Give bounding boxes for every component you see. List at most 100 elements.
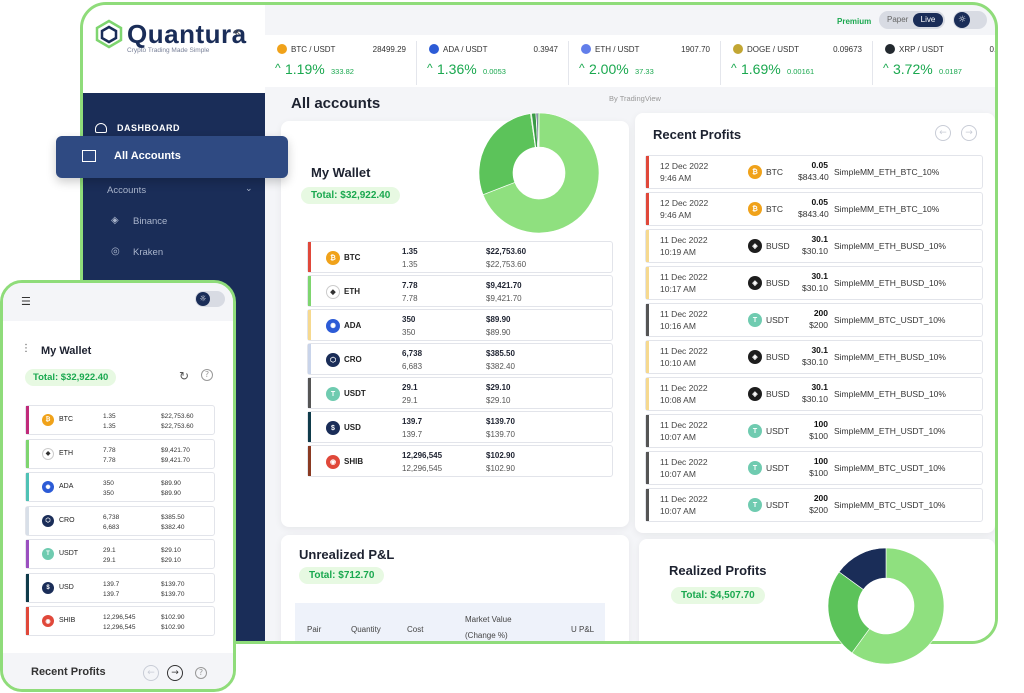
quantity-sub: 350	[402, 328, 416, 337]
unrealized-table-header: Pair Quantity Cost Market Value (Change …	[295, 603, 605, 641]
profit-date: 12 Dec 2022 9:46 AM	[660, 197, 708, 221]
ticker-change-abs: 37.33	[635, 67, 654, 76]
sidebar-item-accounts[interactable]: Accounts	[107, 185, 147, 196]
row-accent	[308, 344, 311, 374]
mobile-wallet-row[interactable]: ₿ BTC 1.35 1.35 $22,753.60 $22,753.60	[25, 405, 215, 435]
quantity: 7.78	[402, 281, 418, 290]
profit-row[interactable]: 11 Dec 2022 10:07 AM T USDT 100 $100 SimpleMM_…	[645, 451, 983, 485]
coin-symbol: BUSD	[766, 278, 790, 288]
profit-row[interactable]: 11 Dec 2022 10:07 AM T USDT 200 $200 SimpleMM_…	[645, 488, 983, 522]
quantity-top: 350	[103, 480, 114, 487]
help-icon[interactable]: ?	[195, 667, 207, 679]
paper-option[interactable]: Paper	[887, 15, 909, 24]
time-text: 9:46 AM	[660, 173, 692, 183]
value-sub: $29.10	[161, 557, 181, 564]
donut-slice	[478, 113, 536, 196]
value: $385.50	[486, 349, 515, 358]
coin-symbol: BUSD	[766, 352, 790, 362]
ticker-item[interactable]: ADA / USDT 0.3947 ^ 1.36% 0.0053	[421, 41, 569, 85]
profit-date: 11 Dec 2022 10:10 AM	[660, 345, 708, 369]
sidebar-item-all-accounts[interactable]: All Accounts	[56, 136, 288, 178]
amount-usd: $200	[809, 505, 828, 515]
date-text: 11 Dec 2022	[660, 272, 708, 282]
row-accent	[646, 230, 649, 262]
value-sub: $89.90	[161, 490, 181, 497]
arrow-up-icon: ^	[427, 61, 433, 75]
quantity: 139.7	[402, 417, 423, 426]
premium-badge: Premium	[837, 17, 872, 26]
sidebar-item-dashboard[interactable]: DASHBOARD	[117, 123, 180, 133]
date-text: 11 Dec 2022	[660, 420, 708, 430]
amount-usd: $30.10	[802, 357, 828, 367]
arrow-up-icon: ^	[579, 61, 585, 75]
mobile-theme-toggle[interactable]: ☼	[195, 291, 225, 307]
quantity: 350	[402, 315, 416, 324]
profit-row[interactable]: 12 Dec 2022 9:46 AM ₿ BTC 0.05 $843.40 SimpleM…	[645, 155, 983, 189]
profit-row[interactable]: 11 Dec 2022 10:08 AM ◈ BUSD 30.1 $30.10 Simple…	[645, 377, 983, 411]
kebab-menu-icon[interactable]: ⋮	[21, 343, 31, 354]
wallet-row[interactable]: ₿ BTC 1.35 1.35 $22,753.60 $22,753.60	[307, 241, 613, 273]
sidebar-item-binance[interactable]: Binance	[133, 216, 168, 227]
profit-amount: 200 $200	[798, 492, 828, 516]
mobile-wallet-row[interactable]: ✺ ADA 350 350 $89.90 $89.90	[25, 472, 215, 502]
mobile-wallet-row[interactable]: T USDT 29.1 29.1 $29.10 $29.10	[25, 539, 215, 569]
theme-toggle[interactable]: ☼	[953, 11, 987, 29]
time-text: 10:10 AM	[660, 358, 696, 368]
busd-coin-icon: ◈	[748, 350, 762, 364]
coin-symbol: BTC	[766, 167, 783, 177]
ticker-item[interactable]: DOGE / USDT 0.09673 ^ 1.69% 0.00161	[725, 41, 873, 85]
live-option[interactable]: Live	[913, 13, 943, 27]
prev-page-button[interactable]: ←	[935, 125, 951, 141]
sidebar-item-kraken[interactable]: Kraken	[133, 247, 164, 258]
ticker-pair: ADA / USDT	[443, 45, 488, 54]
mobile-next-button[interactable]: →	[167, 665, 183, 681]
mobile-prev-button[interactable]: ←	[143, 665, 159, 681]
profit-row[interactable]: 11 Dec 2022 10:10 AM ◈ BUSD 30.1 $30.10 Simple…	[645, 340, 983, 374]
next-page-button[interactable]: →	[961, 125, 977, 141]
ticker-item[interactable]: ETH / USDT 1907.70 ^ 2.00% 37.33	[573, 41, 721, 85]
app-name: Quantura	[127, 19, 247, 49]
wallet-row[interactable]: $ USD 139.7 139.7 $139.70 $139.70	[307, 411, 613, 443]
wallet-row[interactable]: ◉ SHIB 12,296,545 12,296,545 $102.90 $102.90	[307, 445, 613, 477]
row-accent	[646, 452, 649, 484]
value-top: $89.90	[161, 480, 181, 487]
collapse-sidebar-icon[interactable]: «	[233, 25, 241, 40]
amount-qty: 0.05	[811, 160, 828, 170]
value: $29.10	[486, 383, 511, 392]
realized-donut-chart	[827, 547, 945, 665]
ticker-item[interactable]: XRP / USDT 0.5213 ^ 3.72% 0.0187	[877, 41, 995, 85]
quantity-sub: 1.35	[103, 423, 116, 430]
profit-row[interactable]: 11 Dec 2022 10:16 AM T USDT 200 $200 SimpleMM_…	[645, 303, 983, 337]
unrealized-title: Unrealized P&L	[299, 547, 395, 562]
donut-slice	[838, 547, 887, 590]
chevron-down-icon[interactable]: ⌄	[245, 183, 253, 193]
mobile-wallet-row[interactable]: $ USD 139.7 139.7 $139.70 $139.70	[25, 572, 215, 603]
profit-date: 11 Dec 2022 10:19 AM	[660, 234, 708, 258]
paper-live-toggle[interactable]: Paper Live	[879, 11, 945, 29]
wallet-row[interactable]: ✺ ADA 350 350 $89.90 $89.90	[307, 309, 613, 341]
usdt-coin-icon: T	[748, 313, 762, 327]
usd-coin-icon: $	[326, 421, 340, 435]
row-accent	[646, 156, 649, 188]
bot-name: SimpleMM_BTC_USDT_10%	[834, 463, 946, 473]
help-icon[interactable]: ?	[201, 369, 213, 381]
ticker-change-pct: 2.00%	[589, 61, 629, 77]
mobile-wallet-row[interactable]: ⬡ CRO 6,738 6,683 $385.50 $382.40	[25, 505, 215, 536]
hamburger-menu-icon[interactable]: ☰	[21, 295, 31, 308]
profit-row[interactable]: 11 Dec 2022 10:19 AM ◈ BUSD 30.1 $30.10 Simple…	[645, 229, 983, 263]
profit-date: 11 Dec 2022 10:07 AM	[660, 456, 708, 480]
mobile-wallet-row[interactable]: ◉ SHIB 12,296,545 12,296,545 $102.90 $102.90	[25, 606, 215, 636]
refresh-icon[interactable]: ↻	[179, 369, 190, 383]
wallet-row[interactable]: ◆ ETH 7.78 7.78 $9,421.70 $9,421.70	[307, 275, 613, 307]
busd-coin-icon: ◈	[748, 276, 762, 290]
ticker-item[interactable]: BTC / USDT 28499.29 ^ 1.19% 333.82	[269, 41, 417, 85]
profit-row[interactable]: 11 Dec 2022 10:07 AM T USDT 100 $100 SimpleMM_…	[645, 414, 983, 448]
profit-row[interactable]: 12 Dec 2022 9:46 AM ₿ BTC 0.05 $843.40 SimpleM…	[645, 192, 983, 226]
profit-row[interactable]: 11 Dec 2022 10:17 AM ◈ BUSD 30.1 $30.10 Simple…	[645, 266, 983, 300]
wallet-row[interactable]: T USDT 29.1 29.1 $29.10 $29.10	[307, 377, 613, 409]
ticker-change-abs: 0.0187	[939, 67, 962, 76]
row-accent	[26, 540, 29, 568]
row-accent	[308, 276, 311, 306]
wallet-row[interactable]: ⬡ CRO 6,738 6,683 $385.50 $382.40	[307, 343, 613, 375]
mobile-wallet-row[interactable]: ◆ ETH 7.78 7.78 $9,421.70 $9,421.70	[25, 438, 215, 469]
